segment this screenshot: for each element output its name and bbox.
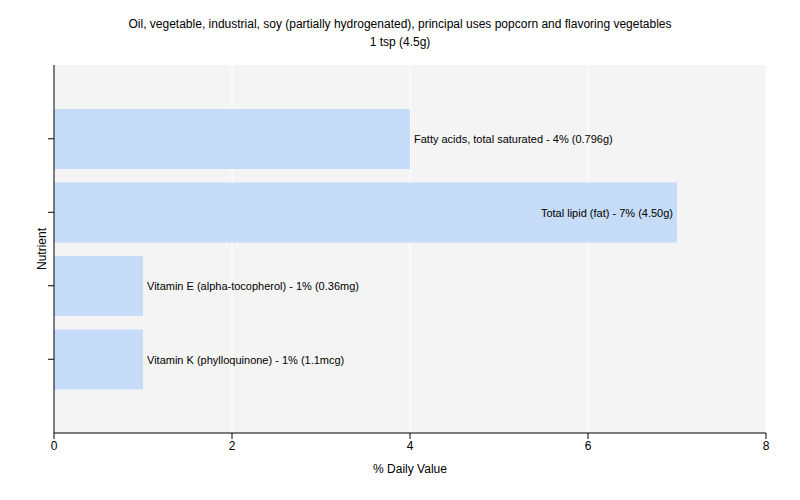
svg-text:Vitamin K (phylloquinone) - 1%: Vitamin K (phylloquinone) - 1% (1.1mcg) <box>147 354 344 366</box>
html-text:Oil, vegetable, industrial, so: Oil, vegetable, industrial, soy (partial… <box>128 17 672 31</box>
svg-text:6: 6 <box>585 439 592 453</box>
svg-text:Fatty acids, total saturated -: Fatty acids, total saturated - 4% (0.796… <box>414 133 613 145</box>
svg-text:Nutrient: Nutrient <box>35 227 49 270</box>
svg-text:8: 8 <box>763 439 770 453</box>
svg-text:0: 0 <box>51 439 58 453</box>
svg-text:2: 2 <box>229 439 236 453</box>
svg-text:% Daily Value: % Daily Value <box>373 462 447 476</box>
svg-text:Vitamin E (alpha-tocopherol) -: Vitamin E (alpha-tocopherol) - 1% (0.36m… <box>147 280 359 292</box>
svg-text:Total lipid (fat) - 7% (4.50g): Total lipid (fat) - 7% (4.50g) <box>541 207 673 219</box>
svg-text:4: 4 <box>407 439 414 453</box>
html-text:1 tsp (4.5g): 1 tsp (4.5g) <box>369 35 431 49</box>
